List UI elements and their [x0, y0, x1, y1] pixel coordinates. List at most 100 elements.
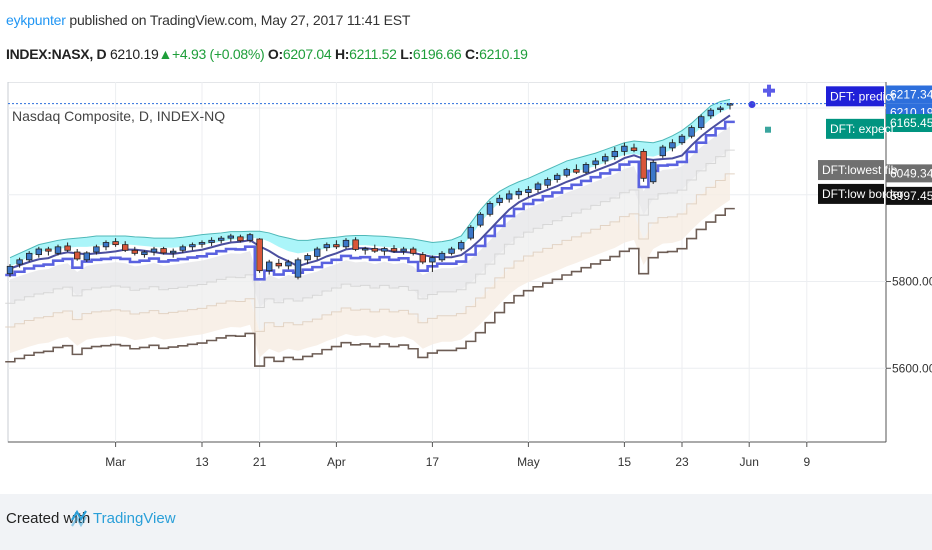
candle-body: [141, 251, 148, 256]
created-with-text: Created with: [6, 510, 91, 527]
candle-body: [54, 246, 62, 254]
candle-body: [304, 255, 311, 261]
fib-line-1: [5, 149, 735, 309]
open-value: 6207.04: [282, 46, 332, 62]
candle-body: [611, 150, 618, 158]
candle-body: [64, 245, 71, 251]
price-tag-label: 6049.34: [890, 166, 932, 180]
support-step-line: [5, 120, 735, 281]
publish-header: eykpunter published on TradingView.com, …: [0, 0, 932, 82]
candle-body: [409, 248, 417, 254]
prediction-dot: [748, 101, 756, 109]
candle-body: [650, 161, 657, 183]
author-link[interactable]: eykpunter: [6, 12, 66, 28]
candle-body: [333, 244, 340, 248]
quote-line: INDEX:NASX, D 6210.19▲+4.93 (+0.08%) O:6…: [6, 46, 528, 62]
candle-body: [342, 239, 350, 248]
y-tick-label: 5600.00: [892, 361, 932, 375]
candle-body: [112, 241, 119, 246]
chart-title: Nasdaq Composite, D, INDEX-NQ: [12, 108, 226, 124]
price-tag-box: [886, 114, 932, 133]
candle-body: [640, 150, 647, 179]
expect-marker: [765, 126, 771, 133]
tradingview-brand[interactable]: TradingView: [93, 510, 176, 527]
candle-body: [352, 239, 359, 250]
x-tick-label: 13: [195, 455, 209, 469]
candle-body: [486, 203, 494, 215]
x-tick-label: Mar: [105, 455, 126, 469]
candle-body: [573, 169, 580, 173]
candle-body: [256, 238, 263, 272]
low-border-line: [5, 207, 735, 367]
candle-body: [189, 244, 196, 248]
candle-body: [582, 164, 590, 173]
candle-body: [438, 252, 446, 261]
candle-body: [74, 251, 81, 260]
high-value: 6211.52: [349, 46, 397, 62]
candle-body: [477, 213, 484, 226]
candle-body: [131, 249, 138, 254]
candle-body: [669, 142, 676, 149]
candle-body: [169, 250, 177, 254]
candle-body: [698, 116, 705, 128]
dft-label-box: [818, 183, 884, 204]
footer: Created with TradingView: [0, 494, 932, 550]
x-tick-label: 17: [426, 455, 440, 469]
x-tick-label: Jun: [740, 455, 759, 469]
tradingview-logo-icon[interactable]: [70, 507, 90, 529]
candle-body: [630, 147, 638, 151]
candle-body: [150, 248, 158, 253]
predict-marker-v: [767, 84, 771, 97]
fib-zone-3: [10, 173, 730, 358]
candle-body: [25, 252, 33, 261]
x-tick-label: 15: [618, 455, 632, 469]
candle-body: [400, 248, 407, 252]
candle-body: [227, 235, 234, 239]
candle-body: [35, 248, 42, 256]
candle-body: [265, 261, 273, 272]
candle-body: [659, 146, 666, 157]
candle-body: [534, 183, 542, 190]
published-text: published on TradingView.com, May 27, 20…: [65, 12, 411, 28]
candle-body: [208, 239, 215, 243]
candle-body: [16, 259, 23, 265]
candle-body: [525, 189, 532, 194]
candle-body: [102, 242, 110, 248]
chart-panel[interactable]: Mar 13 21 Apr 17 May 15 23 Jun 9 5600.00 5800.00 621…: [0, 82, 932, 494]
close-value: 6210.19: [479, 46, 528, 62]
chart-canvas[interactable]: Mar 13 21 Apr 17 May 15 23 Jun 9 5600.00 5800.00 621…: [0, 82, 932, 494]
candle-body: [246, 234, 254, 241]
candle-body: [217, 237, 225, 241]
candle-body: [381, 248, 388, 252]
candle-body: [678, 135, 686, 144]
candle-body: [448, 248, 455, 254]
candle-body: [496, 197, 503, 203]
dft-inner-line: [9, 114, 731, 270]
candle-body: [563, 169, 570, 176]
candle-body: [390, 248, 398, 252]
candle-body: [294, 259, 302, 278]
price-change: +4.93 (+0.08%): [172, 46, 265, 62]
candle-body: [602, 156, 609, 162]
dft-label-text: DFT: predict: [830, 89, 895, 103]
dft-label-box: [818, 160, 884, 181]
y-tick-label: 5800.00: [892, 275, 932, 289]
x-tick-label: Apr: [327, 455, 346, 469]
dft-label-box: [826, 118, 884, 139]
high-label: H:: [334, 46, 350, 62]
candle-body: [554, 174, 561, 180]
price-tag-box: [886, 85, 932, 104]
dft-label-box: [826, 86, 884, 107]
price-tag-label: 5997.45: [890, 189, 932, 203]
candle-body: [717, 107, 724, 110]
plot-area: [7, 82, 887, 443]
candle-body: [371, 248, 378, 252]
candle-body: [285, 261, 292, 267]
candle-body: [237, 236, 244, 242]
x-tick-label: 21: [253, 455, 267, 469]
dft-label-text: DFT:low border: [822, 187, 903, 201]
candle-body: [592, 160, 599, 165]
candle-body: [275, 262, 282, 267]
symbol-interval: INDEX:NASX, D: [6, 46, 107, 62]
x-tick-label: May: [517, 455, 540, 469]
